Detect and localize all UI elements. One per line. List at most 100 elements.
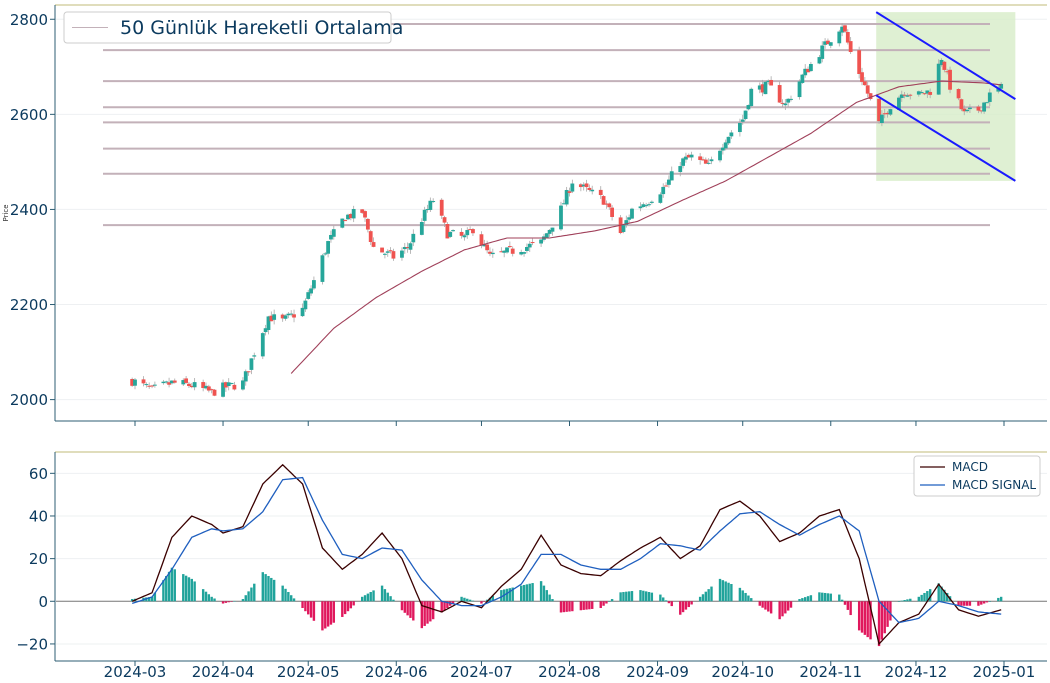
macd-hist-bar xyxy=(480,601,483,604)
candle-body xyxy=(956,88,961,99)
candle-body xyxy=(797,81,802,98)
macd-hist-bar xyxy=(403,601,406,613)
macd-hist-bar xyxy=(505,588,509,602)
candle-body xyxy=(664,185,668,187)
channel-lower xyxy=(875,94,1016,182)
candle-body xyxy=(564,190,569,205)
ma50-path xyxy=(290,80,1002,374)
macd-hist-bar xyxy=(781,601,784,617)
macd-hist-bar xyxy=(630,591,634,602)
candle-body xyxy=(471,229,475,234)
candle-body xyxy=(749,88,754,107)
candle-body xyxy=(448,231,453,237)
macd-hist-bar xyxy=(147,597,151,602)
candle-body xyxy=(843,25,847,32)
macd-hist-bar xyxy=(184,575,188,602)
macd-hist-bar xyxy=(767,601,770,612)
macd-hist-bar xyxy=(982,601,986,604)
macd-hist-bar xyxy=(786,601,790,611)
candle-body xyxy=(272,314,277,320)
candle-body xyxy=(908,94,913,96)
macd-hist-bar xyxy=(309,601,313,618)
macd-hist-bar xyxy=(167,571,171,602)
candle-body xyxy=(783,103,788,106)
macd-hist-bar xyxy=(568,601,571,612)
macd-hist-bar xyxy=(710,586,713,602)
macd-hist-bar xyxy=(968,601,972,606)
candle-body xyxy=(152,384,157,386)
macd-hist-bar xyxy=(946,592,949,602)
macd-hist-bar xyxy=(341,601,344,617)
candle-body xyxy=(584,183,589,188)
macd-hist-bar xyxy=(826,593,830,602)
macd-hist-bar xyxy=(162,580,165,602)
macd-hist-bar xyxy=(642,590,645,602)
macd-y-tick-label: 20 xyxy=(29,550,48,568)
candle-body xyxy=(689,154,694,158)
candle-body xyxy=(187,383,191,386)
support-resistance-lines xyxy=(103,23,990,227)
macd-hist-bar xyxy=(471,600,475,602)
macd-hist-bar xyxy=(150,596,154,602)
macd-hist-bar xyxy=(392,599,395,602)
macd-hist-bar xyxy=(406,601,409,616)
macd-hist-bar xyxy=(389,596,392,602)
candle-body xyxy=(638,206,643,209)
macd-hist-bar xyxy=(900,600,903,602)
candle-body xyxy=(647,204,651,206)
macd-hist-bar xyxy=(608,601,611,602)
macd-hist-bar xyxy=(866,601,869,638)
macd-hist-bar xyxy=(551,599,554,602)
candle-body xyxy=(979,110,984,112)
macd-hist-bar xyxy=(241,599,245,602)
candle-body xyxy=(598,189,603,196)
candle-body xyxy=(385,251,390,253)
macd-hist-bar xyxy=(525,584,529,602)
candle-body xyxy=(329,234,333,240)
macd-hist-bar xyxy=(977,601,980,606)
candle-body xyxy=(703,159,708,164)
macd-hist-bar xyxy=(801,598,804,602)
macd-hist-bar xyxy=(571,601,574,612)
macd-hist-bar xyxy=(548,594,551,602)
macd-hist-bar xyxy=(352,601,355,606)
candle-body xyxy=(763,81,768,95)
candle-body xyxy=(422,209,427,221)
macd-hist-bar xyxy=(253,583,256,602)
macd-hist-bar xyxy=(429,601,432,622)
macd-hist-bar xyxy=(730,584,733,602)
macd-hist-bar xyxy=(727,582,730,602)
candle-body xyxy=(925,90,930,94)
macd-hist-bar xyxy=(343,601,347,615)
macd-hist-bar xyxy=(446,601,449,609)
candle-body xyxy=(740,119,745,122)
candle-body xyxy=(530,242,535,244)
macd-hist-bar xyxy=(326,601,330,627)
candle-body xyxy=(877,98,881,122)
candle-body xyxy=(922,93,927,95)
macd-hist-bar xyxy=(840,599,844,602)
macd-hist-bar xyxy=(804,597,807,602)
candle-body xyxy=(936,63,941,95)
candle-body xyxy=(340,218,345,228)
candle-body xyxy=(462,235,467,238)
candle-body xyxy=(590,189,595,192)
macd-hist-bar xyxy=(409,601,412,618)
candle-body xyxy=(786,98,791,103)
candle-body xyxy=(698,156,703,160)
channel-region xyxy=(876,12,1016,181)
macd-hist-bar xyxy=(784,601,787,614)
candle-body xyxy=(351,209,356,219)
candle-body xyxy=(806,68,810,73)
candle-body xyxy=(283,315,288,319)
macd-hist-bar xyxy=(909,598,912,602)
macd-hist-bar xyxy=(622,592,625,602)
macd-hist-bar xyxy=(926,591,929,602)
macd-hist-bar xyxy=(843,601,847,605)
macd-hist-bar xyxy=(997,597,1000,602)
candle-body xyxy=(482,244,487,247)
macd-hist-bar xyxy=(201,589,205,602)
macd-hist-bar xyxy=(545,590,548,602)
macd-signal-line xyxy=(132,476,1002,624)
